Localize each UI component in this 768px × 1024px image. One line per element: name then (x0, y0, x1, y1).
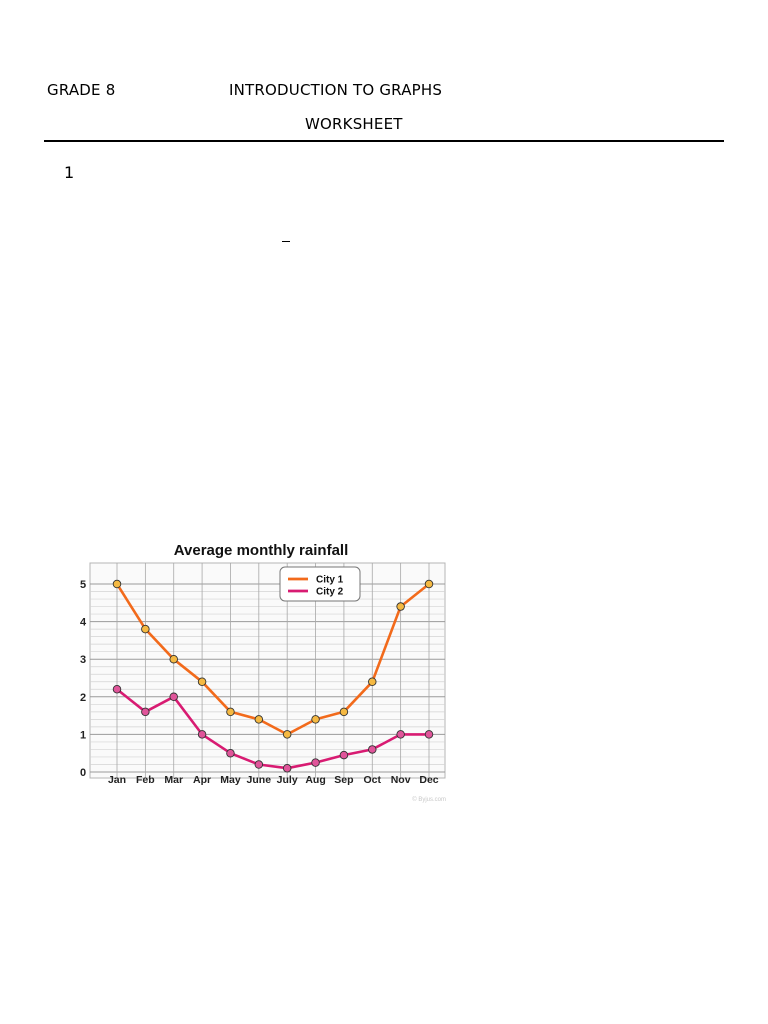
series-line-city-1 (115, 582, 430, 736)
series-points (112, 579, 434, 773)
worksheet-subtitle: WORKSHEET (305, 115, 403, 133)
x-tick-label: Mar (164, 774, 183, 786)
legend-label-city-1: City 1 (316, 575, 344, 586)
data-point-city-2 (368, 745, 377, 754)
data-point-city-1 (197, 677, 207, 687)
x-tick-label: Oct (364, 774, 382, 786)
data-point-city-1 (169, 654, 178, 664)
data-point-city-1 (141, 624, 150, 634)
worksheet-title: INTRODUCTION TO GRAPHS (229, 81, 443, 99)
data-point-city-1 (112, 579, 122, 589)
data-point-city-2 (254, 760, 264, 769)
x-tick-label: Aug (305, 774, 325, 786)
y-tick-label: 4 (80, 617, 87, 629)
x-tick-label: Feb (136, 774, 155, 786)
x-tick-label: July (277, 774, 298, 786)
x-tick-label: May (220, 774, 241, 786)
x-tick-label: June (247, 774, 272, 786)
x-tick-label: Nov (391, 774, 411, 786)
data-point-city-1 (339, 707, 349, 717)
plot-area (89, 562, 446, 779)
data-point-city-2 (197, 730, 207, 739)
data-point-city-1 (282, 730, 292, 739)
data-point-city-2 (396, 730, 405, 739)
x-tick-label: Apr (193, 774, 211, 786)
y-tick-label: 5 (80, 579, 86, 591)
chart-title: Average monthly rainfall (174, 542, 349, 559)
grade-label: GRADE 8 (47, 81, 116, 99)
y-axis-ticks: 0 1 2 3 4 5 (80, 579, 87, 779)
data-point-city-1 (254, 715, 264, 724)
x-tick-label: Dec (419, 774, 438, 786)
data-point-city-2 (141, 707, 150, 717)
data-point-city-1 (226, 707, 235, 717)
data-point-city-2 (282, 763, 292, 773)
y-tick-label: 1 (80, 729, 86, 741)
data-point-city-2 (112, 685, 122, 694)
x-tick-label: Jan (108, 774, 126, 786)
data-point-city-2 (339, 750, 349, 760)
rainfall-line-chart: Average monthly rainfall 0 1 2 3 4 5 Jan Feb Ma… (80, 542, 446, 803)
header-divider (44, 140, 724, 142)
data-point-city-1 (311, 715, 320, 724)
data-point-city-1 (424, 579, 434, 589)
data-point-city-2 (226, 748, 235, 758)
data-point-city-1 (396, 602, 405, 611)
data-point-city-1 (368, 677, 377, 687)
data-point-city-2 (169, 692, 178, 702)
legend-label-city-2: City 2 (316, 587, 344, 598)
x-tick-label: Sep (334, 774, 353, 786)
legend-box (279, 566, 361, 602)
chart-grid (89, 562, 446, 779)
data-point-city-2 (311, 758, 320, 767)
x-axis-ticks: Jan Feb Mar Apr May June July Aug Sep Oct Nov Dec (108, 774, 439, 786)
series-lines (115, 582, 430, 770)
y-tick-label: 2 (80, 692, 86, 704)
answer-blank-line (282, 241, 290, 242)
watermark: © Byjus.com (412, 796, 446, 803)
series-line-city-2 (116, 688, 429, 770)
y-tick-label: 0 (80, 767, 86, 779)
question-number: 1 (64, 163, 75, 182)
data-point-city-2 (424, 730, 434, 739)
y-tick-label: 3 (80, 654, 86, 666)
